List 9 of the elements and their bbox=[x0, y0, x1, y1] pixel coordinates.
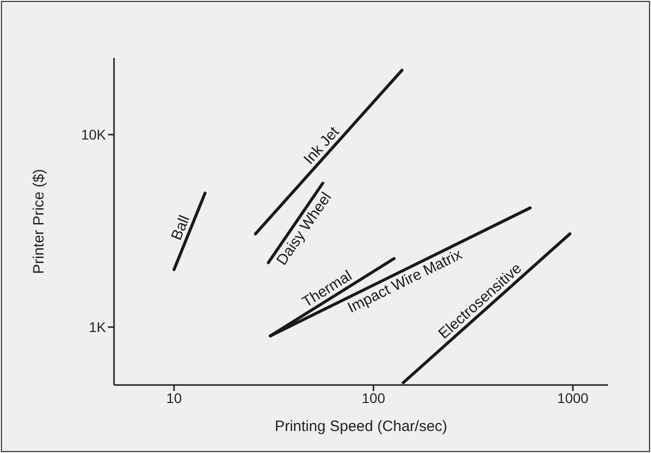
text: Ink Jet bbox=[300, 122, 344, 168]
y-axis-title: Printer Price ($) bbox=[30, 168, 48, 274]
text: Ball bbox=[168, 213, 194, 243]
y-tick-label: 1K bbox=[88, 319, 107, 336]
x-tick-label: 100 bbox=[362, 390, 386, 406]
x-tick-label: 1000 bbox=[557, 390, 589, 406]
y-tick-label: 10K bbox=[81, 126, 107, 143]
x-tick-label: 10 bbox=[166, 390, 182, 406]
x-axis-title: Printing Speed (Char/sec) bbox=[274, 418, 448, 435]
